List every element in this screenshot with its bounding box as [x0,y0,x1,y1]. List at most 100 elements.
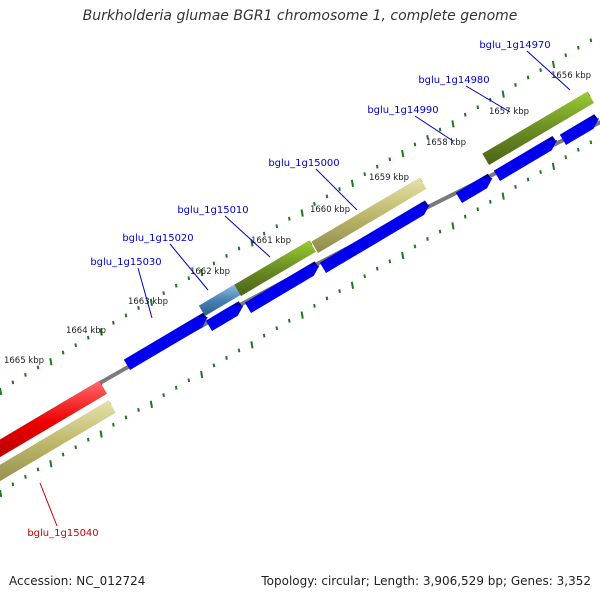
scale-tick [426,135,429,139]
scale-tick [36,365,40,370]
scale-tick [200,370,204,379]
scale-tick [225,254,228,258]
scale-tick [24,474,27,479]
scale-tick [237,246,241,251]
scale-tick [24,372,27,377]
scale-tick [225,356,228,360]
scale-tick [489,199,492,204]
cds-arrow[interactable] [319,204,430,273]
scale-tick [300,311,304,319]
cds-arrow[interactable] [559,118,600,145]
scale-tick [551,60,556,69]
scale-tick [401,149,405,158]
gene-bar[interactable] [234,240,316,297]
scale-tick [476,207,480,212]
tick-label: 1656 kbp [551,71,591,81]
scale-tick [463,214,467,219]
scale-tick [275,326,279,331]
scale-tick [539,170,542,174]
scale-tick [137,408,140,412]
scale-tick [577,147,580,152]
scale-tick [300,209,304,217]
scale-tick [413,142,417,147]
scale-tick [375,164,379,169]
scale-tick [413,244,417,249]
scale-tick [476,105,480,110]
tick-label: 1659 kbp [369,173,409,183]
scale-tick [514,185,517,189]
scale-tick [74,343,77,348]
scale-tick [11,380,15,385]
gene-leader-line [315,168,358,211]
tick-label: 1658 kbp [426,138,466,148]
scale-tick [388,259,392,264]
gene-bar[interactable] [198,284,242,316]
scale-tick [36,467,40,472]
scale-tick [338,289,341,293]
scale-tick [124,415,128,420]
gene-leader-line [526,50,571,91]
gene-bar[interactable] [482,91,594,165]
scale-tick [350,179,355,188]
scale-tick [99,430,103,438]
gene-label[interactable]: bglu_1g14970 [479,40,550,51]
gene-bar[interactable] [311,177,427,253]
scale-tick [426,237,429,241]
scale-tick [99,328,103,336]
gene-leader-line [169,243,209,291]
topology-summary: Topology: circular; Length: 3,906,529 bp… [261,574,591,588]
gene-leader-line [39,482,58,527]
scale-tick [501,192,505,200]
cds-arrow[interactable] [123,316,208,370]
scale-tick [514,83,517,87]
gene-bar[interactable] [0,380,107,463]
scale-tick [11,482,15,487]
scale-tick [275,224,279,229]
tick-label: 1662 kbp [190,267,230,277]
scale-tick [325,194,329,199]
scale-tick [0,489,3,498]
scale-tick [375,266,379,271]
scale-tick [325,296,329,301]
scale-tick [451,222,455,230]
scale-tick [212,363,216,368]
gene-bar[interactable] [0,400,116,487]
gene-label[interactable]: bglu_1g14980 [418,75,489,86]
gene-label[interactable]: bglu_1g15030 [90,257,161,268]
scale-tick [61,452,65,457]
scale-tick [463,112,467,117]
scale-tick [526,177,530,182]
scale-tick [187,378,191,383]
scale-tick [49,460,53,468]
scale-tick [313,201,316,206]
scale-tick [262,333,266,338]
gene-label[interactable]: bglu_1g15040 [27,528,98,539]
gene-label[interactable]: bglu_1g15010 [177,205,248,216]
gene-leader-line [137,267,153,319]
gene-label[interactable]: bglu_1g14990 [367,105,438,116]
scale-tick [187,276,191,281]
scale-tick [338,187,341,191]
scale-tick [237,348,241,353]
scale-tick [86,335,90,340]
scale-tick [112,422,115,427]
gene-label[interactable]: bglu_1g15020 [122,233,193,244]
gene-label[interactable]: bglu_1g15000 [268,158,339,169]
scale-tick [61,350,65,355]
scale-tick [363,172,366,177]
scale-tick [137,306,140,310]
tick-label: 1660 kbp [310,205,350,215]
scale-tick [149,400,153,408]
cds-arrow[interactable] [205,305,244,331]
tick-label: 1661 kbp [251,236,291,246]
tick-label: 1665 kbp [4,356,44,366]
gene-leader-line [224,215,271,258]
cds-arrow[interactable] [244,265,320,314]
scale-tick [501,90,505,98]
scale-tick [313,303,316,308]
scale-tick [174,385,178,390]
cds-arrow[interactable] [493,140,558,181]
scale-tick [112,320,115,325]
cds-arrow[interactable] [455,177,493,203]
